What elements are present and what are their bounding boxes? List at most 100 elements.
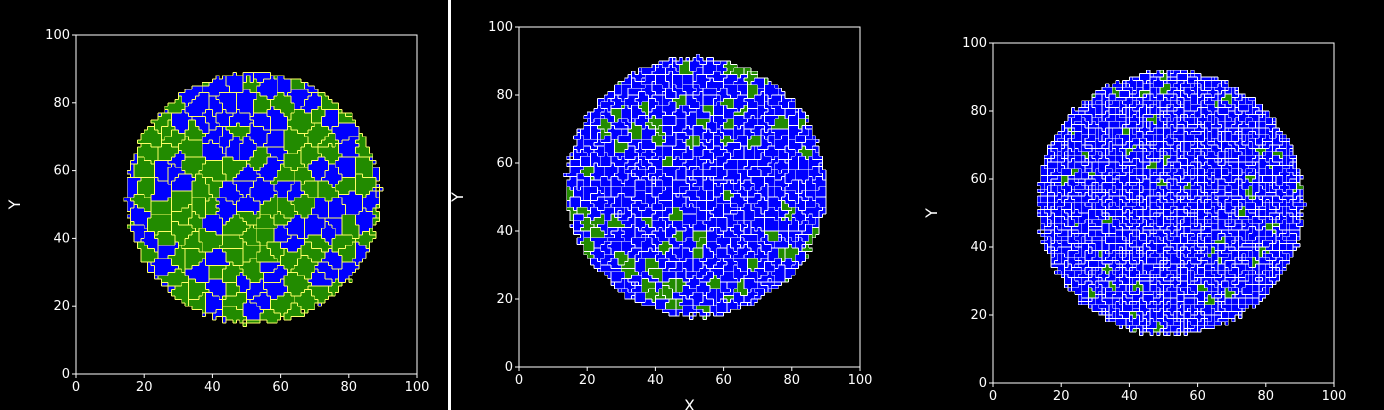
grain-cell-blue [1078, 223, 1267, 227]
grain-cell-blue [1282, 151, 1294, 156]
grain-cell-blue [1115, 80, 1120, 85]
grain-cell-green [665, 305, 683, 310]
grain-cell-green [1211, 250, 1215, 255]
grain-cell-green [168, 255, 206, 260]
grain-cell-green [168, 102, 186, 107]
grain-cell-blue [355, 255, 367, 260]
grain-cell-blue [573, 231, 591, 235]
grain-cell-blue [583, 122, 602, 126]
grain-cell-blue [127, 207, 145, 212]
grain-cell-blue [1050, 141, 1290, 146]
grain-cell-blue [127, 201, 135, 205]
grain-cell-green [1153, 121, 1157, 125]
grain-cell-blue [133, 221, 148, 226]
grain-cell-blue [280, 241, 305, 246]
grain-cell-green [1248, 185, 1253, 190]
grain-cell-blue [205, 292, 227, 297]
grain-cell-green [1221, 97, 1232, 102]
grain-cell-green [359, 241, 370, 246]
grain-cell-blue [1224, 240, 1297, 244]
grain-cell-blue [655, 305, 666, 310]
grain-cell-green [651, 115, 656, 120]
y-tick-label: 60 [53, 164, 70, 179]
grain-cell-green [318, 106, 339, 110]
grain-cell-green [372, 218, 380, 222]
grain-cell-blue [1081, 100, 1215, 105]
grain-cell-green [249, 279, 261, 283]
grain-cell-blue [266, 146, 285, 151]
grain-cell-green [369, 228, 373, 232]
grain-cell-blue [246, 292, 285, 297]
grain-cell-green [331, 248, 356, 253]
grain-cell-green [1221, 236, 1226, 241]
grain-cell-green [648, 224, 653, 228]
grain-cell-green [284, 279, 309, 283]
grain-cell-green [270, 302, 315, 307]
grain-cell-green [1061, 179, 1069, 183]
grain-cell-blue [651, 220, 820, 225]
grain-cell-blue [604, 95, 680, 99]
grain-cell-green [355, 190, 370, 195]
grain-cell-blue [338, 194, 363, 199]
grain-cell-blue [1115, 284, 1134, 289]
grain-cell-green [324, 157, 339, 161]
grain-cell-green [805, 254, 810, 259]
grain-cell-blue [273, 238, 305, 243]
grain-cell-green [1146, 117, 1157, 122]
grain-cell-blue [147, 265, 179, 270]
grain-cell-green [733, 112, 745, 116]
grain-cell-blue [1129, 131, 1284, 136]
grain-cell-green [1258, 253, 1263, 258]
grain-cell-blue [205, 309, 223, 314]
grain-cell-green [243, 323, 247, 327]
grain-cell-blue [311, 207, 373, 212]
grain-cell-green [703, 309, 711, 313]
grain-cell-blue [191, 85, 244, 90]
grain-cell-green [764, 81, 769, 86]
grain-cell-blue [566, 156, 571, 160]
grain-cell-green [583, 166, 595, 171]
grain-cell-green [631, 135, 643, 140]
grain-cell-green [253, 109, 268, 114]
grain-cell-blue [1050, 257, 1219, 261]
grain-cell-blue [594, 108, 612, 113]
grain-cell-blue [682, 217, 782, 222]
grain-cell-blue [311, 160, 329, 165]
grain-cell-green [587, 254, 595, 259]
grain-cell-blue [733, 295, 762, 300]
grain-cell-blue [222, 180, 271, 185]
grain-cell-green [137, 140, 203, 144]
grain-cell-green [631, 122, 636, 126]
grain-cell-blue [750, 146, 803, 150]
grain-cell-blue [682, 210, 789, 215]
x-tick-label: 60 [715, 373, 732, 388]
grain-cell-blue [750, 81, 765, 86]
grain-cell-blue [222, 316, 227, 321]
grain-cell-green [1163, 73, 1168, 78]
grain-cell-green [137, 245, 148, 249]
grain-cell-green [645, 261, 660, 266]
grain-cell-blue [740, 74, 748, 79]
grain-cell-green [614, 149, 626, 154]
grain-cell-blue [607, 118, 615, 123]
grain-cell-green [263, 309, 302, 314]
grain-cell-green [1071, 131, 1076, 136]
grain-cell-blue [784, 217, 789, 222]
grain-cell-blue [249, 126, 288, 131]
grain-cell-green [226, 316, 247, 321]
grain-cell-blue [1037, 213, 1239, 217]
grain-cell-green [226, 289, 240, 293]
grain-cell-green [692, 251, 704, 256]
grain-cell-blue [1262, 250, 1267, 255]
grain-cell-blue [222, 184, 302, 188]
grain-cell-blue [147, 245, 179, 249]
grain-cell-blue [154, 258, 172, 263]
grain-cell-blue [597, 105, 622, 109]
grain-cell-blue [1061, 124, 1277, 129]
grain-cell-blue [1037, 202, 1308, 207]
grain-cell-blue [290, 96, 322, 100]
grain-cell-green [580, 241, 595, 245]
grain-cell-blue [1166, 77, 1219, 81]
grain-cell-blue [249, 75, 275, 80]
grain-cell-green [628, 129, 643, 133]
